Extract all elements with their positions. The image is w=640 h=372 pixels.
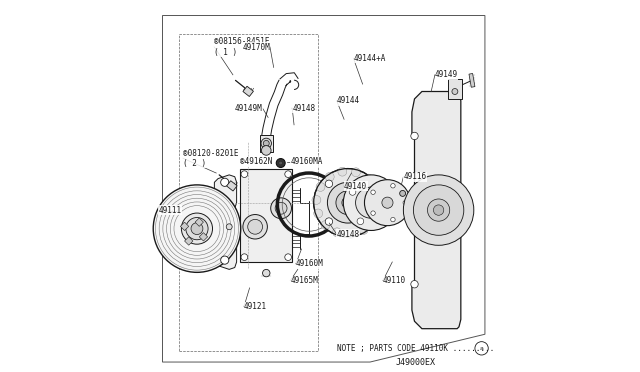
Circle shape <box>243 215 268 239</box>
Circle shape <box>374 204 383 212</box>
Circle shape <box>357 218 364 225</box>
Circle shape <box>371 190 375 195</box>
Circle shape <box>433 205 444 215</box>
Circle shape <box>452 89 458 94</box>
Circle shape <box>262 145 271 155</box>
Circle shape <box>262 269 270 277</box>
Circle shape <box>226 224 232 230</box>
Circle shape <box>411 132 418 140</box>
Text: 49149: 49149 <box>435 70 458 79</box>
Circle shape <box>221 256 229 264</box>
Circle shape <box>391 217 395 222</box>
Circle shape <box>364 174 372 183</box>
Circle shape <box>276 158 285 167</box>
Circle shape <box>349 189 356 195</box>
Circle shape <box>413 185 464 235</box>
Text: 49144: 49144 <box>337 96 360 105</box>
Circle shape <box>191 223 203 235</box>
Text: 49160MA: 49160MA <box>291 157 323 166</box>
Circle shape <box>372 185 381 194</box>
Circle shape <box>363 218 371 225</box>
Text: 49144+A: 49144+A <box>353 54 386 62</box>
Circle shape <box>325 173 334 181</box>
Text: ®49162N: ®49162N <box>240 157 273 166</box>
Bar <box>243 86 253 96</box>
Circle shape <box>328 182 368 223</box>
Circle shape <box>428 199 450 221</box>
Polygon shape <box>214 175 237 269</box>
Circle shape <box>343 175 399 231</box>
Bar <box>448 78 462 99</box>
Bar <box>227 181 237 191</box>
Text: 49148: 49148 <box>292 104 316 113</box>
Circle shape <box>279 161 283 165</box>
Text: a: a <box>479 346 484 351</box>
Circle shape <box>333 228 342 237</box>
Bar <box>180 222 189 231</box>
Circle shape <box>321 221 330 230</box>
Text: J49000EX: J49000EX <box>396 357 436 366</box>
Bar <box>199 232 207 241</box>
Circle shape <box>369 216 378 225</box>
Text: 49111: 49111 <box>159 206 182 215</box>
Circle shape <box>181 213 212 244</box>
Circle shape <box>346 230 355 238</box>
Bar <box>469 74 475 87</box>
Circle shape <box>314 169 382 237</box>
Circle shape <box>378 181 385 187</box>
Text: 49121: 49121 <box>244 302 267 311</box>
Circle shape <box>364 180 410 226</box>
Circle shape <box>356 187 387 218</box>
Polygon shape <box>412 92 461 329</box>
Circle shape <box>314 209 323 218</box>
Circle shape <box>275 202 287 214</box>
Circle shape <box>351 168 360 177</box>
Circle shape <box>271 198 291 219</box>
Text: ®08156-8451E
( 1 ): ®08156-8451E ( 1 ) <box>214 37 270 57</box>
Circle shape <box>391 183 395 188</box>
Circle shape <box>153 185 241 272</box>
Circle shape <box>363 180 371 187</box>
Circle shape <box>325 180 333 187</box>
Bar <box>260 135 273 151</box>
Circle shape <box>336 191 360 215</box>
Circle shape <box>338 167 347 176</box>
Circle shape <box>221 178 229 186</box>
Circle shape <box>342 197 354 209</box>
Text: NOTE ; PARTS CODE 49110K .........: NOTE ; PARTS CODE 49110K ......... <box>337 344 494 353</box>
Circle shape <box>375 198 384 207</box>
Circle shape <box>263 140 269 146</box>
Circle shape <box>359 225 368 234</box>
Circle shape <box>285 171 291 177</box>
Circle shape <box>400 190 406 196</box>
Circle shape <box>382 197 393 208</box>
Text: 49110: 49110 <box>383 276 406 285</box>
Circle shape <box>316 183 325 191</box>
Text: ®08120-8201E
( 2 ): ®08120-8201E ( 2 ) <box>183 148 238 168</box>
Circle shape <box>241 171 248 177</box>
Circle shape <box>241 254 248 260</box>
Text: 49140: 49140 <box>344 182 367 190</box>
Circle shape <box>248 219 262 234</box>
Circle shape <box>371 211 375 215</box>
Circle shape <box>403 175 474 245</box>
Bar <box>240 169 292 262</box>
Circle shape <box>312 195 321 204</box>
Bar <box>184 237 193 245</box>
Circle shape <box>325 218 333 225</box>
Circle shape <box>387 210 393 217</box>
Text: 49170M: 49170M <box>242 42 270 51</box>
Text: 49149M: 49149M <box>235 104 262 113</box>
Circle shape <box>285 254 291 260</box>
Circle shape <box>403 201 408 205</box>
Text: 49148: 49148 <box>337 230 360 239</box>
Circle shape <box>261 138 271 148</box>
Circle shape <box>364 196 378 209</box>
Text: 49116: 49116 <box>403 172 426 181</box>
Circle shape <box>186 218 208 240</box>
Text: 49160M: 49160M <box>296 259 324 268</box>
Circle shape <box>411 280 418 288</box>
Text: 49165M: 49165M <box>291 276 318 285</box>
Bar <box>195 218 204 226</box>
